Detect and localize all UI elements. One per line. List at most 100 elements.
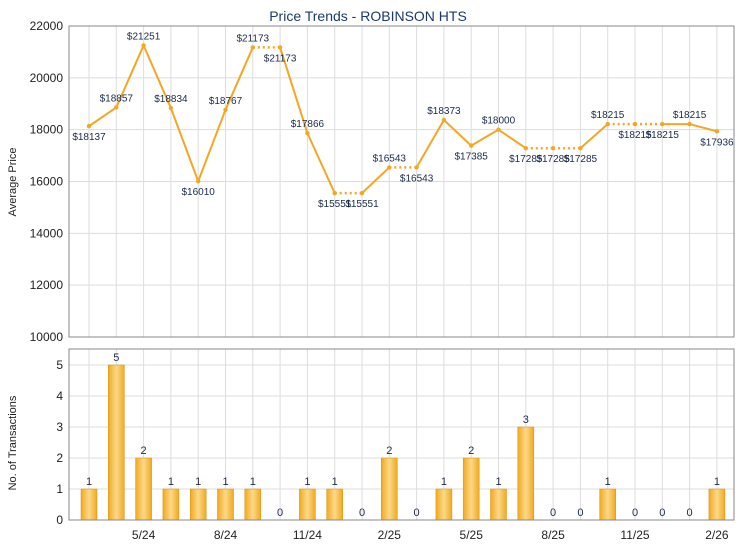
price-y-tick-label: 22000 xyxy=(30,19,64,33)
price-point xyxy=(277,45,283,50)
transactions-y-tick-label: 5 xyxy=(56,358,63,372)
price-plot-frame xyxy=(68,25,735,338)
price-point xyxy=(441,117,447,123)
price-line-segment xyxy=(142,45,172,109)
transactions-y-tick-label: 3 xyxy=(56,420,63,434)
transactions-bar-label: 1 xyxy=(332,476,338,488)
price-data-label: $17385 xyxy=(455,152,489,163)
price-data-label: $21173 xyxy=(236,33,269,44)
transactions-bar-label: 2 xyxy=(468,445,474,457)
transactions-bar-label: 5 xyxy=(113,352,119,364)
price-y-tick-label: 14000 xyxy=(30,226,64,240)
price-point xyxy=(550,145,556,151)
price-line-segment xyxy=(115,45,145,108)
transactions-x-tick-label: 5/25 xyxy=(460,528,484,542)
price-point xyxy=(687,121,692,127)
price-line-segment xyxy=(497,128,527,150)
transactions-bar-label: 0 xyxy=(687,507,693,519)
price-data-label: $15551 xyxy=(345,199,379,210)
price-data-label: $17866 xyxy=(291,119,325,130)
price-point xyxy=(332,190,337,196)
price-data-label: $18767 xyxy=(209,96,243,107)
transactions-bar-label: 1 xyxy=(304,476,310,488)
price-data-label: $18215 xyxy=(673,110,707,121)
transactions-bar xyxy=(517,426,535,521)
transactions-y-tick-label: 1 xyxy=(56,482,63,496)
transactions-bar xyxy=(162,488,180,521)
price-point xyxy=(250,45,255,50)
price-line-segment xyxy=(224,47,254,111)
transactions-bar-label: 0 xyxy=(550,507,556,519)
price-data-label: $18215 xyxy=(618,130,652,141)
price-data-label: $18373 xyxy=(427,106,461,117)
transactions-bar xyxy=(299,488,316,521)
transactions-bar xyxy=(326,488,343,521)
price-point xyxy=(196,179,201,184)
transactions-bar xyxy=(462,457,480,521)
transactions-bar-label: 1 xyxy=(86,476,92,488)
price-data-label: $16543 xyxy=(400,173,434,184)
transactions-y-tick-label: 2 xyxy=(56,451,63,465)
price-data-label: $17936 xyxy=(700,137,734,148)
price-data-label: $16010 xyxy=(182,187,216,198)
price-line-segment xyxy=(689,123,718,133)
transactions-bar-label: 1 xyxy=(714,476,720,488)
transactions-bar-label: 1 xyxy=(495,476,501,488)
price-line-segment xyxy=(361,166,390,194)
transactions-bar-label: 2 xyxy=(386,445,392,457)
price-y-tick-label: 10000 xyxy=(30,330,64,344)
transactions-bar xyxy=(217,488,234,521)
chart-title: Price Trends - ROBINSON HTS xyxy=(269,8,467,24)
transactions-bar-label: 0 xyxy=(632,507,638,519)
transactions-x-tick-label: 5/24 xyxy=(132,528,156,542)
price-line-segment xyxy=(470,128,500,147)
transactions-bar xyxy=(135,457,152,521)
price-point xyxy=(387,165,392,170)
transactions-bar xyxy=(108,364,125,521)
price-data-label: $17285 xyxy=(509,154,543,165)
transactions-x-tick-label: 2/25 xyxy=(378,528,402,542)
transactions-bar-label: 0 xyxy=(414,507,420,519)
transactions-bar-label: 0 xyxy=(659,507,665,519)
price-y-axis-label: Average Price xyxy=(7,148,19,217)
price-line-segment xyxy=(443,119,472,147)
price-point xyxy=(496,127,501,132)
transactions-x-tick-label: 2/26 xyxy=(705,528,729,542)
transactions-bar-label: 3 xyxy=(523,414,529,426)
price-point xyxy=(632,121,638,127)
transactions-bar-label: 0 xyxy=(577,507,583,519)
price-point xyxy=(605,121,610,127)
transactions-y-tick-label: 0 xyxy=(56,513,63,527)
transactions-x-tick-label: 8/25 xyxy=(541,528,565,542)
price-data-label: $18857 xyxy=(100,93,134,104)
price-y-tick-label: 16000 xyxy=(30,175,64,189)
transactions-x-tick-label: 8/24 xyxy=(214,528,238,542)
price-point xyxy=(305,130,310,136)
price-point xyxy=(86,123,92,129)
price-data-label: $17285 xyxy=(564,154,598,165)
transactions-bar xyxy=(490,488,507,521)
transactions-bar xyxy=(244,488,262,521)
transactions-x-tick-label: 11/25 xyxy=(620,528,649,542)
transactions-bar xyxy=(599,488,616,521)
price-point xyxy=(168,105,174,111)
transactions-bar-label: 1 xyxy=(222,476,228,488)
price-data-label: $16543 xyxy=(373,153,407,164)
transactions-bar-label: 1 xyxy=(168,476,174,488)
price-data-label: $21173 xyxy=(264,53,297,64)
transactions-bar-label: 1 xyxy=(441,476,447,488)
price-point xyxy=(714,129,720,134)
price-point xyxy=(469,143,474,148)
price-line-segment xyxy=(197,109,227,182)
price-line-segment xyxy=(415,119,445,168)
price-point xyxy=(523,145,528,151)
price-data-label: $18215 xyxy=(591,110,625,121)
price-data-label: $17285 xyxy=(536,154,570,165)
price-data-label: $21251 xyxy=(127,31,161,42)
price-data-label: $18137 xyxy=(72,132,106,143)
transactions-bar xyxy=(381,457,398,521)
transactions-x-tick-label: 11/24 xyxy=(293,528,322,542)
price-data-label: $15551 xyxy=(318,199,352,210)
price-point xyxy=(359,190,365,196)
transactions-bar-label: 1 xyxy=(195,476,201,488)
